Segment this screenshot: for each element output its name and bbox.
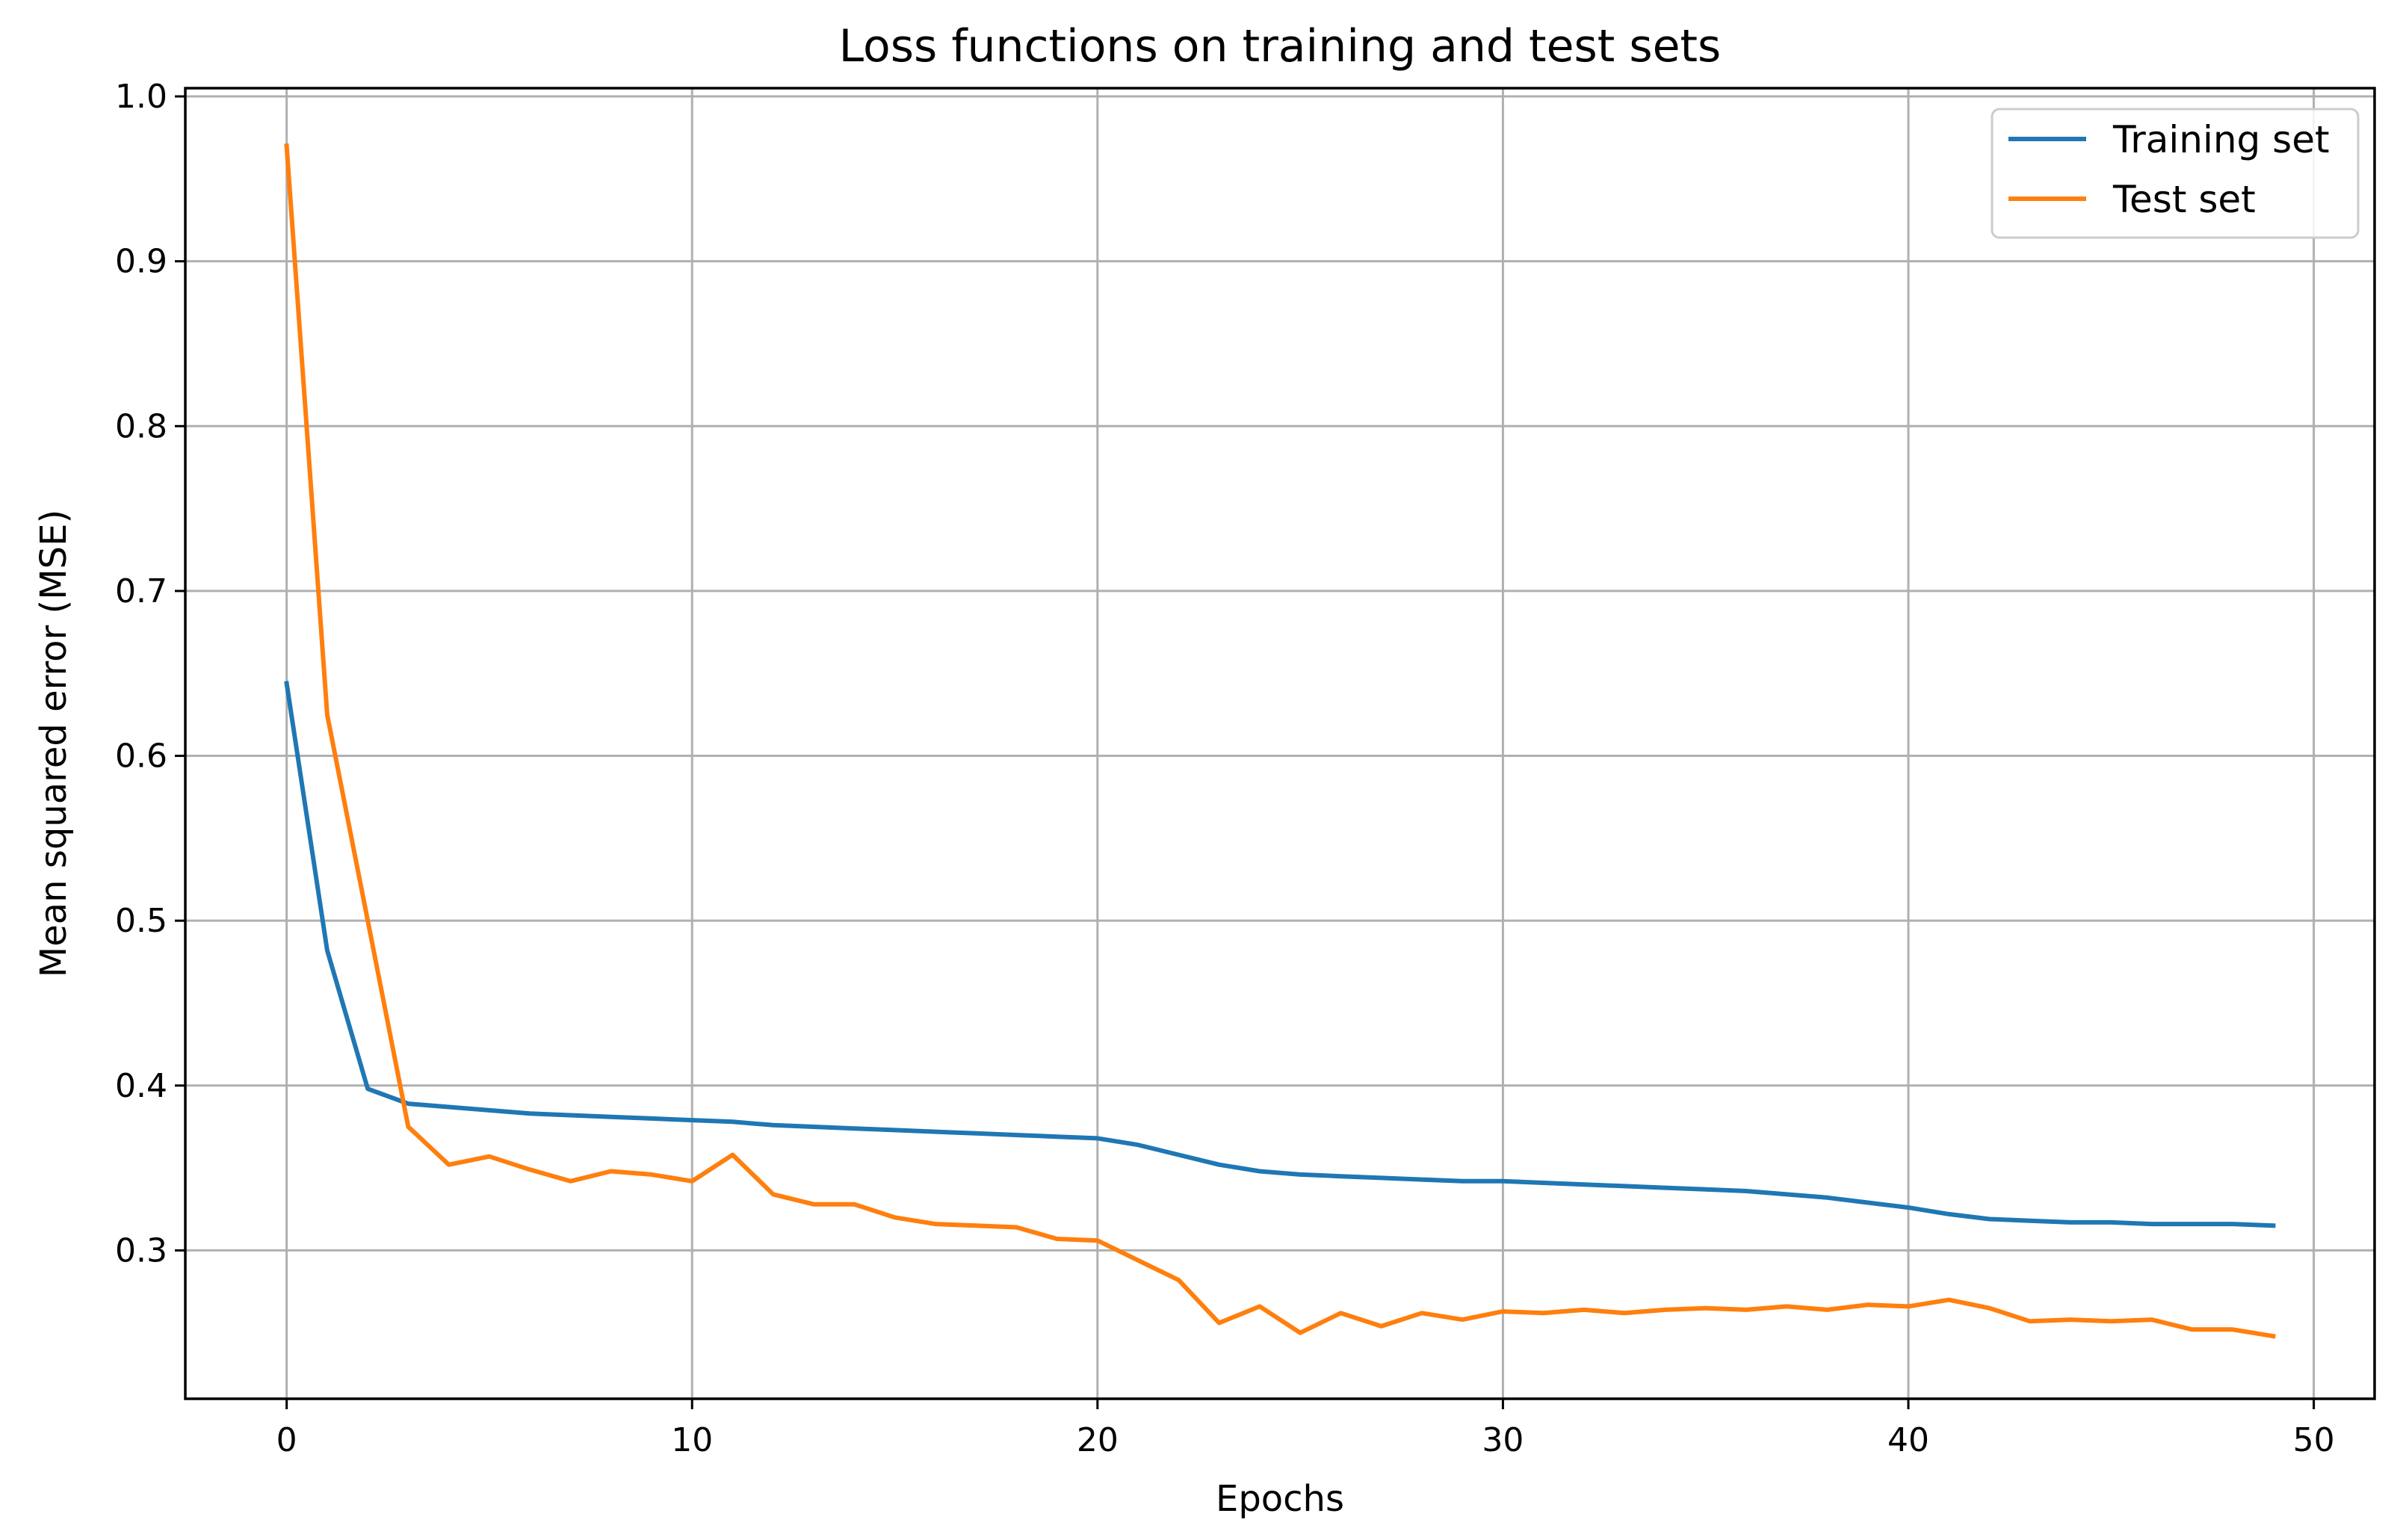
plot-frame [184,87,2376,1400]
x-tick-label: 30 [1482,1421,1524,1459]
x-axis-label: Epochs [1216,1478,1344,1520]
x-tick-label: 0 [276,1421,297,1459]
y-tick-label: 0.8 [115,407,167,445]
y-tick-label: 0.3 [115,1231,167,1270]
legend: Training set Test set [1991,108,2360,239]
y-tick-label: 0.9 [115,243,167,281]
y-tick-label: 0.5 [115,902,167,940]
x-tick-label: 20 [1077,1421,1119,1459]
series-lines [284,143,2276,1339]
series-line-test-set [284,143,2276,1339]
x-tick-label: 50 [2293,1421,2335,1459]
legend-label-test-set: Test set [2112,178,2256,221]
series-line-training-set [284,681,2276,1228]
y-tick-label: 0.6 [115,737,167,776]
grid-lines [185,88,2375,1399]
y-tick-label: 1.0 [115,78,167,116]
legend-label-training-set: Training set [2112,118,2330,161]
axis-ticks: 0 10 20 30 40 50 0.3 0.4 0.5 0.6 0.7 0.8 0.9 1.0 [115,78,2335,1459]
y-axis-label: Mean squared error (MSE) [33,510,75,977]
x-tick-label: 10 [671,1421,713,1459]
y-tick-label: 0.7 [115,572,167,610]
chart-title: Loss functions on training and test sets [839,20,1722,72]
y-tick-label: 0.4 [115,1067,167,1105]
x-tick-label: 40 [1887,1421,1929,1459]
